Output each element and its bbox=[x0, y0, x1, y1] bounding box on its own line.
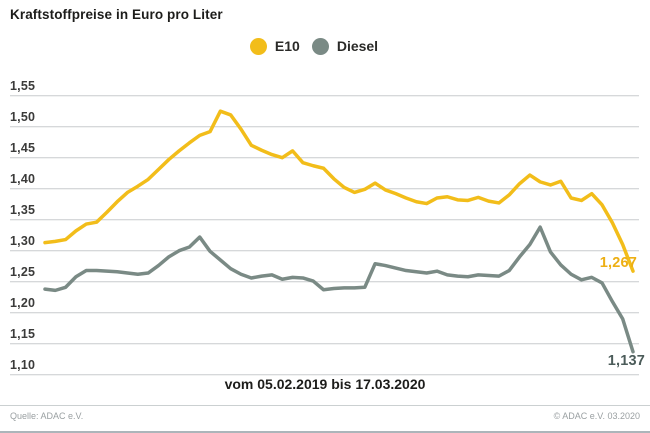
y-axis-label: 1,10 bbox=[10, 357, 36, 372]
legend-item-diesel: Diesel bbox=[311, 37, 379, 55]
bottom-border bbox=[0, 431, 650, 433]
y-axis-label: 1,50 bbox=[10, 109, 36, 124]
source-credit-right: © ADAC e.V. 03.2020 bbox=[553, 411, 640, 421]
diesel-end-value-label: 1,137 bbox=[607, 352, 645, 369]
source-credit-left: Quelle: ADAC e.V. bbox=[10, 411, 84, 421]
e10-price-line bbox=[43, 109, 635, 273]
chart-title: Kraftstoffpreise in Euro pro Liter bbox=[10, 7, 223, 22]
e10-legend-dot-icon bbox=[249, 37, 267, 55]
footer: Quelle: ADAC e.V. © ADAC e.V. 03.2020 bbox=[10, 411, 640, 421]
y-axis-label: 1,20 bbox=[10, 295, 36, 310]
diesel-price-line bbox=[43, 225, 635, 354]
y-axis-label: 1,30 bbox=[10, 233, 36, 248]
y-axis-label: 1,40 bbox=[10, 171, 36, 186]
legend-label-e10: E10 bbox=[274, 38, 300, 54]
legend-label-diesel: Diesel bbox=[336, 38, 379, 54]
y-axis-label: 1,35 bbox=[10, 202, 36, 217]
e10-end-value-label: 1,267 bbox=[599, 255, 637, 272]
legend-item-e10: E10 bbox=[249, 37, 300, 55]
x-axis-caption: vom 05.02.2019 bis 17.03.2020 bbox=[224, 376, 426, 392]
y-axis-label: 1,25 bbox=[10, 264, 36, 279]
y-axis-label: 1,55 bbox=[10, 78, 36, 93]
diesel-legend-dot-icon bbox=[311, 37, 329, 55]
y-axis-label: 1,15 bbox=[10, 326, 36, 341]
y-axis-label: 1,45 bbox=[10, 140, 36, 155]
footer-divider bbox=[0, 405, 650, 406]
chart-legend: E10 Diesel bbox=[0, 36, 650, 56]
